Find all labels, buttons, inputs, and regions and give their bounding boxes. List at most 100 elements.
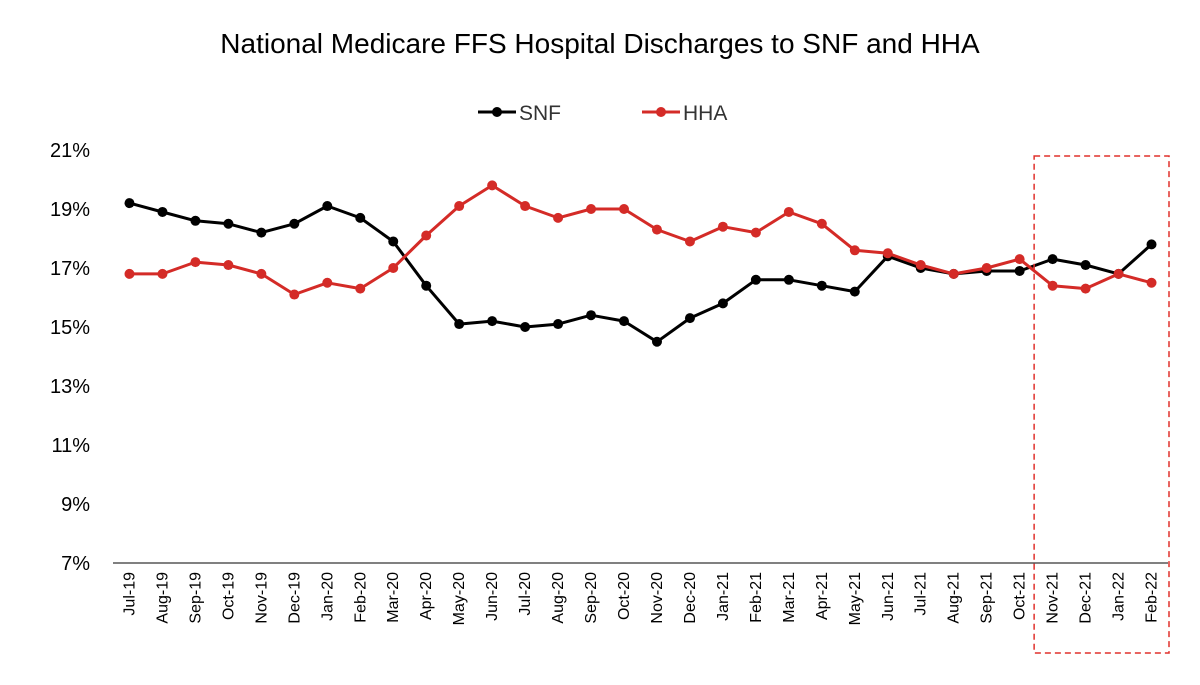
legend-marker-hha: [656, 107, 666, 117]
data-point-hha: [915, 260, 926, 271]
x-tick-label: Feb-21: [748, 572, 765, 623]
data-point-hha: [882, 248, 893, 259]
y-tick-label: 15%: [50, 317, 90, 339]
data-point-hha: [717, 221, 728, 232]
data-point-snf: [586, 310, 597, 321]
data-point-hha: [355, 283, 366, 294]
x-tick-label: Jan-20: [319, 572, 336, 621]
data-point-snf: [1146, 239, 1157, 250]
x-tick-label: Oct-19: [220, 572, 237, 620]
data-point-hha: [1080, 283, 1091, 294]
data-point-hha: [322, 277, 333, 288]
data-point-hha: [124, 268, 135, 279]
data-point-hha: [256, 268, 267, 279]
x-tick-label: Oct-20: [616, 572, 633, 620]
highlight-layer: [1033, 155, 1170, 654]
data-point-hha: [1113, 268, 1124, 279]
data-point-snf: [849, 286, 860, 297]
x-axis: Jul-19 Aug-19 Sep-19 Oct-19 Nov-19 Dec-19 Jan-…: [113, 562, 1168, 625]
x-tick-label: Aug-20: [550, 572, 567, 624]
x-tick-label: Jan-22: [1111, 572, 1128, 621]
series-layer: [124, 180, 1157, 347]
data-point-snf: [816, 280, 827, 291]
x-tick-label: Dec-19: [286, 572, 303, 624]
x-tick-label: Mar-20: [385, 572, 402, 623]
x-tick-label: Nov-19: [253, 572, 270, 624]
data-point-hha: [289, 289, 300, 300]
data-point-snf: [651, 336, 662, 347]
x-tick-label: Oct-21: [1012, 572, 1029, 620]
x-tick-label: Sep-19: [187, 572, 204, 624]
data-point-snf: [520, 322, 531, 332]
legend-marker-snf: [492, 107, 502, 117]
data-point-snf: [783, 274, 794, 285]
data-point-hha: [849, 245, 860, 256]
x-tick-label: Sep-21: [979, 572, 996, 624]
x-tick-label: Jun-21: [880, 572, 897, 621]
data-point-snf: [223, 218, 234, 229]
y-tick-label: 9%: [61, 494, 90, 516]
data-point-snf: [355, 212, 366, 223]
data-point-hha: [948, 268, 959, 279]
y-tick-label: 21%: [50, 140, 90, 162]
data-point-hha: [1146, 277, 1157, 288]
x-tick-label: Jun-20: [484, 572, 501, 621]
legend-label-hha: HHA: [683, 102, 727, 125]
highlight-box: [1033, 155, 1170, 654]
data-point-hha: [190, 257, 201, 268]
x-tick-label: Jul-21: [913, 572, 930, 616]
x-tick-label: Dec-21: [1078, 572, 1095, 624]
data-point-snf: [750, 274, 761, 285]
data-point-hha: [421, 230, 432, 241]
data-point-snf: [388, 236, 399, 247]
data-point-hha: [783, 206, 794, 217]
y-tick-label: 7%: [61, 553, 90, 575]
x-tick-label: Nov-20: [649, 572, 666, 624]
data-point-hha: [750, 227, 761, 238]
data-point-snf: [289, 218, 300, 229]
x-tick-label: Jul-19: [121, 572, 138, 616]
data-point-snf: [454, 319, 465, 330]
x-tick-label: Dec-20: [682, 572, 699, 624]
legend-label-snf: SNF: [519, 102, 561, 125]
y-axis: 7% 9% 11% 13% 15% 17% 19% 21%: [50, 140, 90, 575]
data-point-hha: [619, 204, 630, 214]
data-point-snf: [619, 316, 630, 327]
x-tick-label: May-21: [847, 572, 864, 625]
chart-title: National Medicare FFS Hospital Discharge…: [220, 28, 980, 59]
data-point-snf: [1047, 254, 1058, 265]
x-tick-label: Jul-20: [517, 572, 534, 616]
x-tick-label: Mar-21: [781, 572, 798, 623]
y-tick-label: 11%: [51, 435, 90, 457]
data-point-hha: [223, 260, 234, 271]
data-point-hha: [816, 218, 827, 229]
data-point-hha: [388, 263, 399, 273]
data-point-snf: [322, 201, 333, 212]
data-point-hha: [520, 201, 531, 212]
x-tick-label: Aug-19: [154, 572, 171, 624]
data-point-hha: [1014, 254, 1025, 265]
legend: SNF HHA: [478, 102, 727, 125]
x-tick-label: Apr-20: [418, 572, 435, 620]
data-point-hha: [981, 263, 992, 273]
data-point-snf: [157, 206, 168, 217]
data-point-hha: [586, 204, 597, 214]
data-point-snf: [684, 313, 695, 324]
x-tick-label: Apr-21: [814, 572, 831, 620]
data-point-hha: [487, 180, 498, 191]
data-point-hha: [454, 201, 465, 212]
x-tick-label: Feb-22: [1144, 572, 1161, 623]
y-tick-label: 13%: [50, 376, 90, 398]
data-point-snf: [190, 215, 201, 226]
data-point-snf: [553, 319, 564, 330]
data-point-snf: [1080, 260, 1091, 271]
y-tick-label: 19%: [50, 199, 90, 221]
data-point-hha: [553, 212, 564, 223]
data-point-snf: [487, 316, 498, 327]
data-point-snf: [256, 227, 267, 238]
series-line-hha: [129, 183, 1152, 296]
x-tick-label: Jan-21: [715, 572, 732, 621]
x-tick-label: May-20: [451, 572, 468, 625]
data-point-hha: [651, 224, 662, 235]
